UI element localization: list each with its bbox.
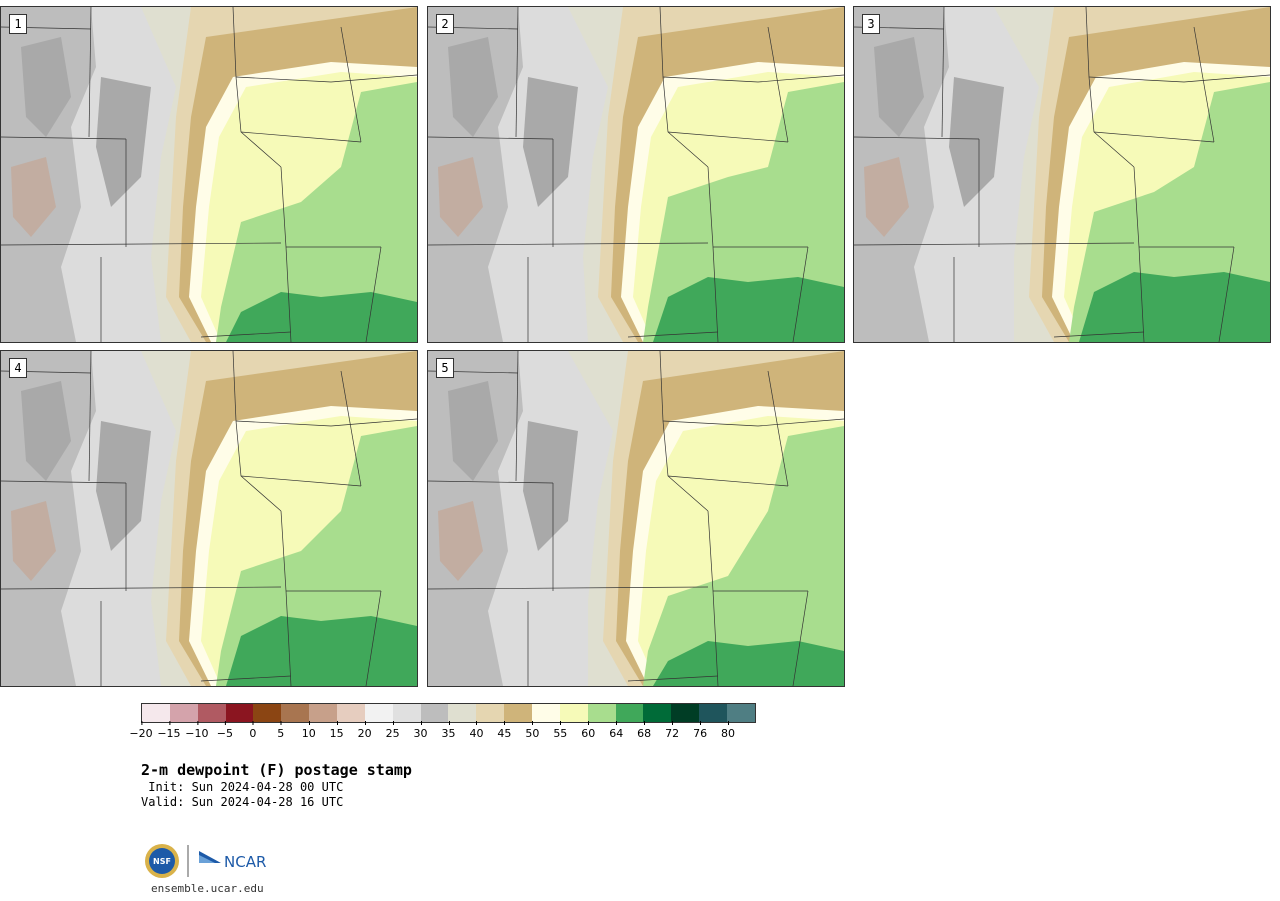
colorbar-swatch [727,704,755,722]
logos: NSF NCAR [145,844,266,878]
init-time: Init: Sun 2024-04-28 00 UTC [141,780,344,794]
panel-number: 5 [436,358,454,378]
colorbar-tick-label: −5 [217,721,233,740]
ncar-logo-text: NCAR [224,853,266,871]
ncar-logo-icon: NCAR [199,851,266,871]
dewpoint-map [428,7,844,342]
dewpoint-map [1,351,417,686]
dewpoint-map [428,351,844,686]
colorbar-tick-label: 60 [581,721,595,740]
dewpoint-map [854,7,1270,342]
colorbar-tick-label: 25 [386,721,400,740]
colorbar-swatch [587,704,616,722]
colorbar-swatch [504,704,533,722]
colorbar-tick-label: 30 [414,721,428,740]
colorbar-swatch [142,704,170,722]
stamp-panel-1: 1 [0,6,418,343]
colorbar-swatch [169,704,198,722]
colorbar-swatch [337,704,365,722]
dewpoint-map [1,7,417,342]
colorbar-tick-label: 5 [277,721,284,740]
colorbar-tick-label: 80 [721,721,735,740]
panel-number: 1 [9,14,27,34]
colorbar-tick-label: 68 [637,721,651,740]
site-url: ensemble.ucar.edu [151,882,264,895]
colorbar-swatch [448,704,477,722]
stamp-panel-3: 3 [853,6,1271,343]
panel-number: 3 [862,14,880,34]
colorbar-tick-label: 35 [442,721,456,740]
colorbar-swatch [699,704,728,722]
colorbar-ticks: −20 −15 −10 −5 0 5 10 15 20 25 30 35 40 45 50 55 60 64 68 7… [129,721,756,743]
colorbar-tick-label: 45 [497,721,511,740]
colorbar-swatch [615,704,644,722]
colorbar-swatch [225,704,254,722]
colorbar-swatch [281,704,310,722]
colorbar-swatch [476,704,505,722]
colorbar-tick-label: −15 [157,721,181,740]
colorbar-tick-label: 0 [249,721,256,740]
colorbar-tick-label: 20 [358,721,372,740]
colorbar-tick-label: 55 [553,721,567,740]
colorbar-swatch [364,704,393,722]
nsf-logo-text: NSF [153,857,171,866]
colorbar-swatch [392,704,421,722]
colorbar-swatch [197,704,226,722]
panel-number: 2 [436,14,454,34]
stamp-panel-5: 5 [427,350,845,687]
colorbar-swatch [532,704,560,722]
nsf-logo-icon: NSF [145,844,179,878]
colorbar-swatch [559,704,588,722]
colorbar-tick-label: −10 [185,721,209,740]
colorbar-swatch [671,704,700,722]
colorbar-tick-label: 64 [609,721,623,740]
colorbar-tick-label: 15 [330,721,344,740]
valid-time: Valid: Sun 2024-04-28 16 UTC [141,795,344,809]
colorbar [141,703,756,723]
colorbar-tick-label: 10 [302,721,316,740]
stamp-panel-4: 4 [0,350,418,687]
colorbar-tick-label: 76 [693,721,707,740]
colorbar-tick-label: −20 [129,721,153,740]
colorbar-tick-label: 50 [525,721,539,740]
colorbar-swatch [253,704,282,722]
colorbar-tick-label: 72 [665,721,679,740]
stamp-panel-2: 2 [427,6,845,343]
colorbar-swatch [309,704,338,722]
panel-number: 4 [9,358,27,378]
colorbar-tick-label: 40 [469,721,483,740]
product-title: 2-m dewpoint (F) postage stamp [141,761,412,779]
colorbar-swatch [420,704,449,722]
colorbar-swatch [643,704,672,722]
